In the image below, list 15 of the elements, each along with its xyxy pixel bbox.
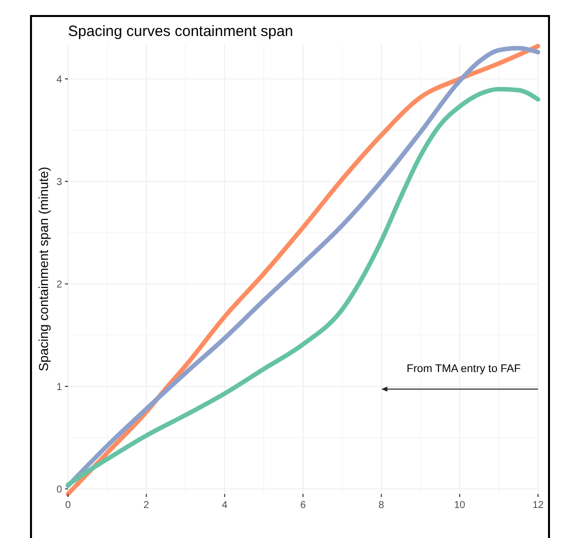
annotation: From TMA entry to FAF <box>406 363 521 376</box>
y-axis-title: Spacing containment span (minute) <box>36 166 51 372</box>
y-tick-label: 3 <box>56 176 62 188</box>
y-tick-label: 0 <box>56 484 62 496</box>
y-tick-label: 1 <box>56 382 62 393</box>
x-tick-label: 0 <box>65 500 72 511</box>
x-tick-label: 4 <box>222 500 228 511</box>
y-tick-label: 4 <box>56 74 62 86</box>
x-tick-label: 12 <box>532 500 544 511</box>
chart-title: Spacing curves containment span <box>68 23 294 40</box>
y-tick-label: 2 <box>56 279 62 290</box>
x-tick-label: 8 <box>378 500 385 511</box>
x-tick-label: 2 <box>144 500 150 511</box>
x-tick-label: 6 <box>300 500 306 511</box>
x-tick-label: 10 <box>454 500 466 511</box>
